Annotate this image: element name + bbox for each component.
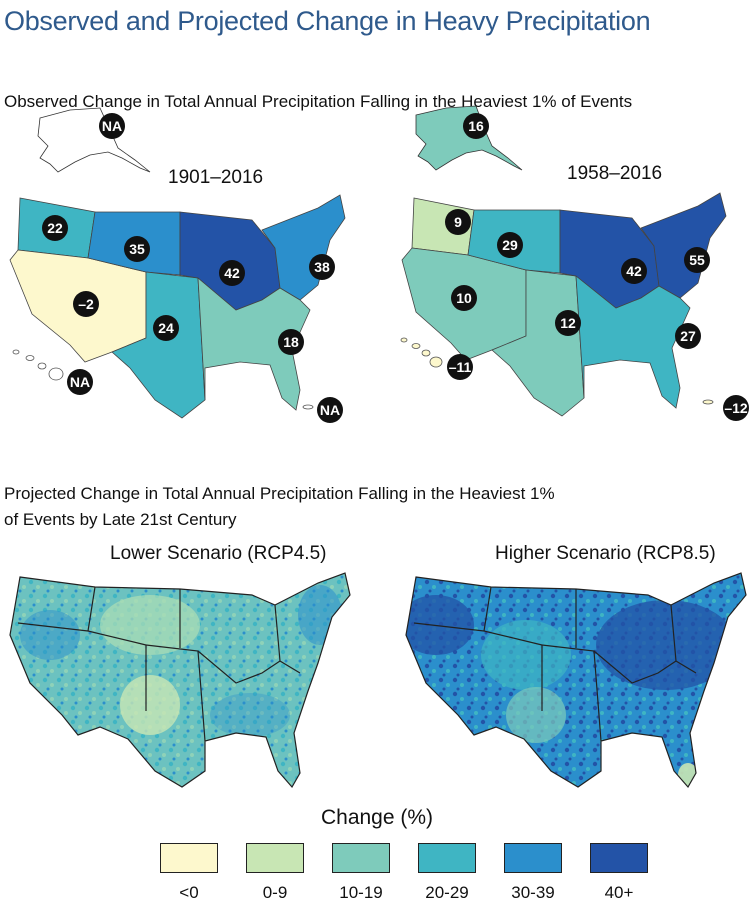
legend-label: <0 — [179, 883, 199, 902]
svg-text:38: 38 — [314, 259, 330, 275]
badge-caribbean-right: –12 — [723, 395, 749, 421]
svg-text:55: 55 — [689, 252, 705, 268]
caribbean-islands — [702, 399, 714, 405]
badge-caribbean-left: NA — [317, 397, 343, 423]
projected-subtitle-line2: of Events by Late 21st Century — [4, 510, 237, 529]
badge-great-plains-north-left: 35 — [124, 236, 150, 262]
legend-swatch — [504, 843, 562, 873]
badge-midwest-left: 42 — [219, 260, 245, 286]
svg-text:–12: –12 — [724, 400, 748, 416]
badge-alaska-right: 16 — [463, 113, 489, 139]
svg-text:22: 22 — [47, 220, 63, 236]
svg-text:42: 42 — [224, 265, 240, 281]
badge-great-plains-north-right: 29 — [497, 232, 523, 258]
legend-label: 30-39 — [511, 883, 555, 902]
scenario-label-right: Higher Scenario (RCP8.5) — [495, 543, 716, 564]
svg-text:27: 27 — [680, 328, 696, 344]
badge-midwest-right: 42 — [621, 258, 647, 284]
badge-northeast-left: 38 — [309, 254, 335, 280]
badge-northwest-right: 9 — [445, 209, 471, 235]
legend-swatch — [332, 843, 390, 873]
scenario-label-left: Lower Scenario (RCP4.5) — [110, 543, 327, 564]
svg-text:12: 12 — [560, 315, 576, 331]
legend-swatch — [160, 843, 218, 873]
period-label-left: 1901–2016 — [168, 167, 264, 188]
page-title: Observed and Projected Change in Heavy P… — [4, 6, 651, 36]
projected-map-rcp45 — [9, 572, 351, 789]
badge-hawaii-left: NA — [67, 369, 93, 395]
badge-southwest-right: 10 — [451, 285, 477, 311]
svg-text:–11: –11 — [449, 359, 472, 375]
badge-alaska-left: NA — [99, 113, 125, 139]
svg-text:NA: NA — [70, 374, 90, 390]
badge-northeast-right: 55 — [684, 247, 710, 273]
legend-label: 20-29 — [425, 883, 469, 902]
svg-text:–2: –2 — [78, 296, 94, 312]
observed-map-1958-2016: 16 9 29 42 55 10 12 27 –11 –12 — [400, 105, 749, 421]
svg-text:NA: NA — [320, 402, 340, 418]
badge-great-plains-south-left: 24 — [153, 315, 179, 341]
svg-text:10: 10 — [456, 290, 472, 306]
caribbean-islands — [302, 404, 314, 410]
svg-text:42: 42 — [626, 263, 642, 279]
svg-text:29: 29 — [502, 237, 518, 253]
svg-text:18: 18 — [283, 334, 299, 350]
legend-label: 10-19 — [339, 883, 383, 902]
badge-southeast-right: 27 — [675, 323, 701, 349]
svg-text:NA: NA — [102, 118, 122, 134]
legend-label: 0-9 — [262, 883, 288, 902]
observed-map-1901-2016: NA 22 35 42 38 –2 24 18 NA NA — [9, 107, 346, 423]
legend-swatch — [246, 843, 304, 873]
badge-great-plains-south-right: 12 — [555, 310, 581, 336]
region-southeast — [575, 275, 691, 409]
projected-map-rcp85 — [405, 572, 747, 789]
badge-hawaii-right: –11 — [447, 354, 473, 380]
svg-text:9: 9 — [454, 214, 462, 230]
region-southeast — [197, 277, 311, 411]
hawaii-islands — [400, 337, 443, 368]
legend-swatch — [418, 843, 476, 873]
projected-subtitle-line1: Projected Change in Total Annual Precipi… — [4, 484, 555, 503]
legend-swatch — [590, 843, 648, 873]
badge-southeast-left: 18 — [278, 329, 304, 355]
legend-label: 40+ — [604, 883, 634, 902]
hawaii-islands — [12, 349, 64, 381]
badge-southwest-left: –2 — [73, 291, 99, 317]
period-label-right: 1958–2016 — [567, 163, 663, 184]
legend-title: Change (%) — [320, 806, 434, 829]
badge-northwest-left: 22 — [42, 215, 68, 241]
svg-text:35: 35 — [129, 241, 145, 257]
svg-text:16: 16 — [468, 118, 484, 134]
svg-text:24: 24 — [158, 320, 174, 336]
alaska-outline — [37, 107, 151, 173]
